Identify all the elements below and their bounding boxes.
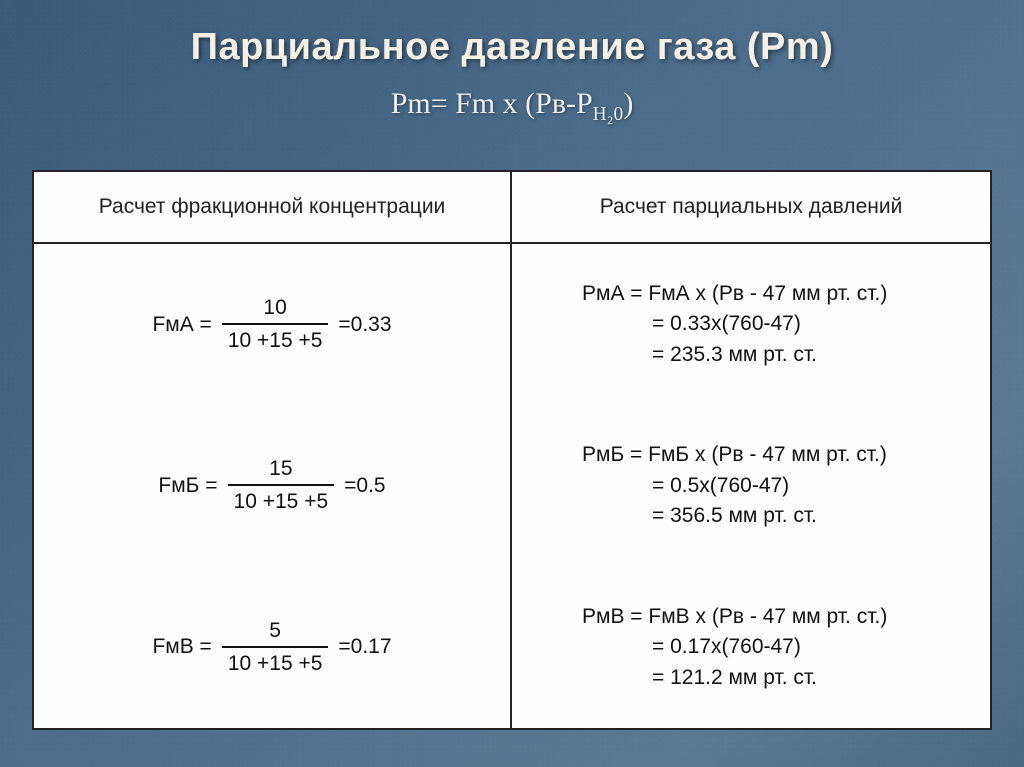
calc-line1: РмБ = FмБ х (Рв - 47 мм рт. ст.): [582, 443, 887, 466]
calc-line1: РмВ = FмВ х (Рв - 47 мм рт. ст.): [582, 605, 887, 628]
frac-label: FмБ =: [158, 474, 217, 498]
frac-result: =0.17: [338, 635, 391, 659]
fraction-row-a: FмА = 10 10 +15 +5 =0.33: [34, 244, 510, 405]
frac-den: 10 +15 +5: [228, 484, 335, 514]
frac-num: 10: [257, 296, 292, 323]
calc-row-a: РмА = FмА х (Рв - 47 мм рт. ст.) = 0.33х…: [512, 244, 990, 405]
calc-row-b: РмБ = FмБ х (Рв - 47 мм рт. ст.) = 0.5х(…: [512, 405, 990, 566]
frac-label: FмА =: [152, 313, 211, 337]
fraction-row-b: FмБ = 15 10 +15 +5 =0.5: [34, 405, 510, 566]
col-header-left: Расчет фракционной концентрации: [34, 172, 512, 242]
frac-result: =0.5: [344, 474, 385, 498]
calc-line2: = 0.17х(760-47): [652, 635, 801, 658]
calc-line3: = 235.3 мм рт. ст.: [652, 343, 817, 366]
frac-num: 15: [263, 457, 298, 484]
frac-result: =0.33: [338, 313, 391, 337]
frac-den: 10 +15 +5: [222, 323, 329, 353]
calc-line1: РмА = FмА х (Рв - 47 мм рт. ст.): [582, 282, 887, 305]
calc-row-c: РмВ = FмВ х (Рв - 47 мм рт. ст.) = 0.17х…: [512, 567, 990, 728]
fraction-row-c: FмВ = 5 10 +15 +5 =0.17: [34, 567, 510, 728]
calc-line3: = 121.2 мм рт. ст.: [652, 666, 817, 689]
calc-line2: = 0.33х(760-47): [652, 312, 801, 335]
table-body: FмА = 10 10 +15 +5 =0.33 FмБ = 15 10 +15…: [34, 244, 990, 728]
fraction: 5 10 +15 +5: [222, 619, 329, 676]
table-header-row: Расчет фракционной концентрации Расчет п…: [34, 172, 990, 244]
frac-label: FмВ =: [152, 635, 211, 659]
frac-num: 5: [263, 619, 287, 646]
calc-line2: = 0.5х(760-47): [652, 474, 789, 497]
left-column: FмА = 10 10 +15 +5 =0.33 FмБ = 15 10 +15…: [34, 244, 512, 728]
fraction: 10 10 +15 +5: [222, 296, 329, 353]
col-header-right: Расчет парциальных давлений: [512, 172, 990, 242]
calc-table: Расчет фракционной концентрации Расчет п…: [32, 170, 992, 730]
calc-line3: = 356.5 мм рт. ст.: [652, 504, 817, 527]
frac-den: 10 +15 +5: [222, 646, 329, 676]
fraction: 15 10 +15 +5: [228, 457, 335, 514]
right-column: РмА = FмА х (Рв - 47 мм рт. ст.) = 0.33х…: [512, 244, 990, 728]
